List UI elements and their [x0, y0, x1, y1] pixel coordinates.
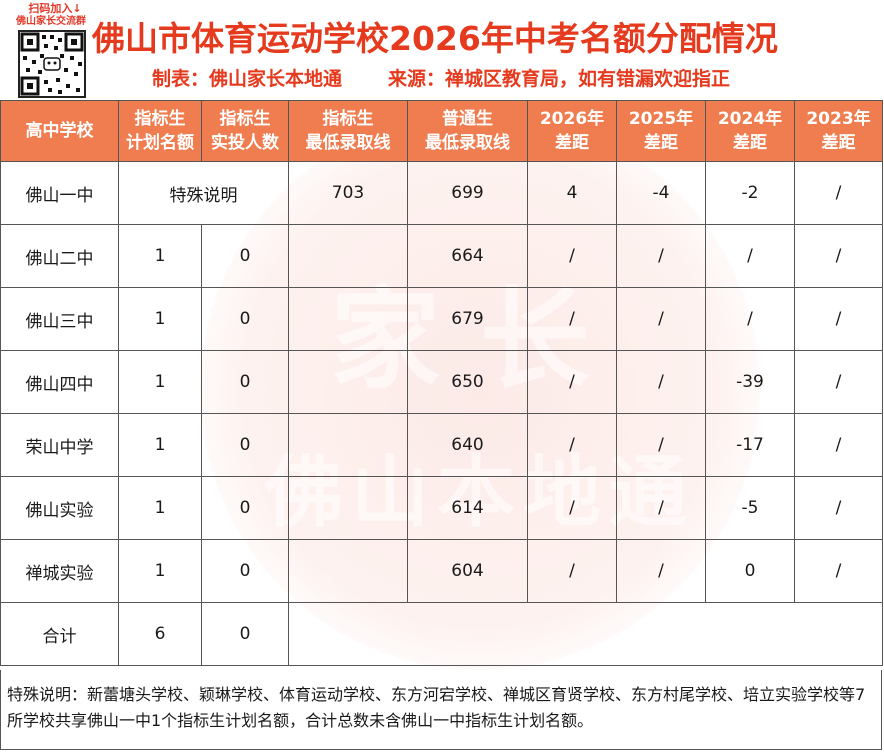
table-row: 禅城实验 1 0 604 / / 0 / — [0, 539, 883, 603]
quota-min-cell — [288, 539, 408, 603]
qr-caption: 佛山家长交流群 — [16, 16, 86, 27]
column-header-quota-min: 指标生 最低录取线 — [288, 100, 408, 162]
gap-2023-cell: / — [794, 413, 883, 477]
gap-2025-cell: -4 — [616, 161, 706, 225]
table-row: 佛山实验 1 0 614 / / -5 / — [0, 476, 883, 540]
table-row: 佛山二中 1 0 664 / / / / — [0, 224, 883, 288]
gap-2024-cell: 0 — [705, 539, 795, 603]
school-cell: 佛山三中 — [0, 287, 119, 351]
actual-cell: 0 — [201, 224, 289, 288]
table-row: 佛山一中 特殊说明 703 699 4 -4 -2 / — [0, 161, 883, 225]
quota-min-cell — [288, 287, 408, 351]
column-header-gap-2025: 2025年 差距 — [616, 100, 706, 162]
gap-2026-cell: 4 — [527, 161, 617, 225]
gap-2024-cell: -17 — [705, 413, 795, 477]
gap-2025-cell: / — [616, 476, 706, 540]
gap-2026-cell: / — [527, 413, 617, 477]
column-header-gap-2023: 2023年 差距 — [794, 100, 883, 162]
gap-2024-cell: -2 — [705, 161, 795, 225]
school-cell: 佛山实验 — [0, 476, 119, 540]
plan-cell: 1 — [118, 539, 202, 603]
quota-min-cell — [288, 413, 408, 477]
actual-cell: 0 — [201, 350, 289, 414]
page-subtitle: 制表：佛山家长本地通 来源：禅城区教育局，如有错漏欢迎指正 — [152, 64, 730, 91]
normal-min-cell: 699 — [407, 161, 528, 225]
special-note: 特殊说明：新蕾塘头学校、颖琳学校、体育运动学校、东方河宕学校、禅城区育贤学校、东… — [0, 670, 882, 750]
gap-2025-cell: / — [616, 539, 706, 603]
total-actual-cell: 0 — [201, 602, 289, 666]
school-cell: 佛山二中 — [0, 224, 119, 288]
actual-cell: 0 — [201, 287, 289, 351]
gap-2023-cell: / — [794, 287, 883, 351]
gap-2026-cell: / — [527, 224, 617, 288]
column-header-gap-2026: 2026年 差距 — [527, 100, 617, 162]
gap-2026-cell: / — [527, 476, 617, 540]
gap-2025-cell: / — [616, 413, 706, 477]
column-header-plan: 指标生 计划名额 — [118, 100, 202, 162]
made-by: 制表：佛山家长本地通 — [152, 68, 343, 90]
total-empty-cell — [288, 602, 883, 666]
normal-min-cell: 604 — [407, 539, 528, 603]
quota-min-cell — [288, 476, 408, 540]
gap-2025-cell: / — [616, 287, 706, 351]
qr-code-icon[interactable] — [18, 30, 86, 98]
quota-min-cell — [288, 350, 408, 414]
actual-cell: 0 — [201, 539, 289, 603]
gap-2024-cell: / — [705, 224, 795, 288]
actual-cell: 0 — [201, 476, 289, 540]
quota-min-cell: 703 — [288, 161, 408, 225]
column-header-actual: 指标生 实投人数 — [201, 100, 289, 162]
total-plan-cell: 6 — [118, 602, 202, 666]
quota-table: 高中学校 指标生 计划名额 指标生 实投人数 指标生 最低录取线 普通生 最低录取线 2… — [0, 100, 883, 666]
normal-min-cell: 614 — [407, 476, 528, 540]
gap-2023-cell: / — [794, 539, 883, 603]
special-note-cell: 特殊说明 — [118, 161, 289, 225]
plan-cell: 1 — [118, 476, 202, 540]
normal-min-cell: 664 — [407, 224, 528, 288]
gap-2024-cell: -5 — [705, 476, 795, 540]
school-cell: 佛山四中 — [0, 350, 119, 414]
normal-min-cell: 650 — [407, 350, 528, 414]
school-cell: 佛山一中 — [0, 161, 119, 225]
page-header: 扫码加入↓ 佛山家长交流群 佛山市体育运动学校2026年中考名额分配情况 — [0, 0, 884, 100]
table-row: 荣山中学 1 0 640 / / -17 / — [0, 413, 883, 477]
actual-cell: 0 — [201, 413, 289, 477]
plan-cell: 1 — [118, 224, 202, 288]
school-cell: 禅城实验 — [0, 539, 119, 603]
page-title: 佛山市体育运动学校2026年中考名额分配情况 — [92, 19, 778, 58]
school-cell: 荣山中学 — [0, 413, 119, 477]
plan-cell: 1 — [118, 413, 202, 477]
gap-2023-cell: / — [794, 476, 883, 540]
gap-2025-cell: / — [616, 350, 706, 414]
quota-min-cell — [288, 224, 408, 288]
table-row: 佛山三中 1 0 679 / / / / — [0, 287, 883, 351]
plan-cell: 1 — [118, 287, 202, 351]
total-label-cell: 合计 — [0, 602, 119, 666]
gap-2023-cell: / — [794, 161, 883, 225]
gap-2023-cell: / — [794, 224, 883, 288]
gap-2024-cell: -39 — [705, 350, 795, 414]
table-row: 佛山四中 1 0 650 / / -39 / — [0, 350, 883, 414]
qr-caption: 扫码加入↓ — [28, 2, 82, 15]
table-total-row: 合计 6 0 — [0, 602, 883, 666]
normal-min-cell: 640 — [407, 413, 528, 477]
gap-2026-cell: / — [527, 287, 617, 351]
normal-min-cell: 679 — [407, 287, 528, 351]
gap-2026-cell: / — [527, 350, 617, 414]
gap-2025-cell: / — [616, 224, 706, 288]
plan-cell: 1 — [118, 350, 202, 414]
column-header-gap-2024: 2024年 差距 — [705, 100, 795, 162]
gap-2024-cell: / — [705, 287, 795, 351]
table-header-row: 高中学校 指标生 计划名额 指标生 实投人数 指标生 最低录取线 普通生 最低录取线 2… — [0, 100, 883, 162]
column-header-school: 高中学校 — [0, 100, 119, 162]
source: 来源：禅城区教育局，如有错漏欢迎指正 — [388, 68, 731, 90]
gap-2026-cell: / — [527, 539, 617, 603]
column-header-normal-min: 普通生 最低录取线 — [407, 100, 528, 162]
gap-2023-cell: / — [794, 350, 883, 414]
